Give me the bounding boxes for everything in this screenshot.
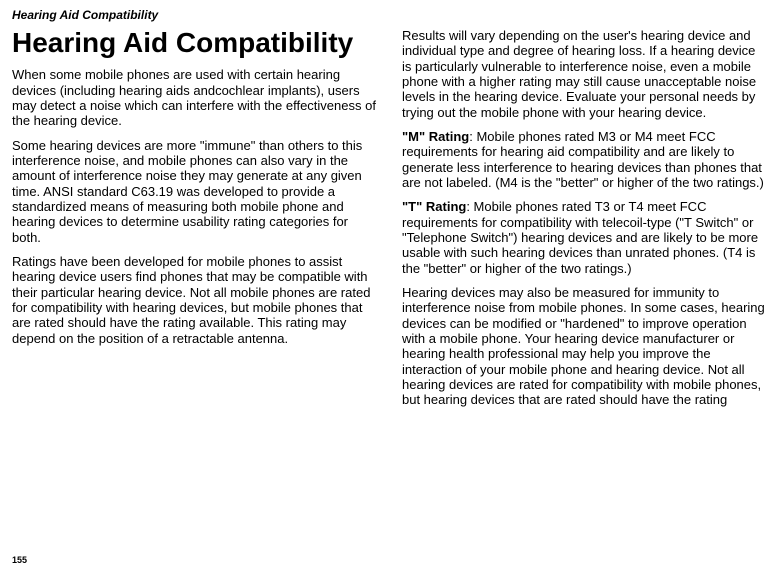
body-paragraph: Ratings have been developed for mobile p… [12,254,378,346]
body-paragraph: "M" Rating: Mobile phones rated M3 or M4… [402,129,768,190]
document-page: Hearing Aid Compatibility Hearing Aid Co… [0,0,784,573]
body-paragraph: When some mobile phones are used with ce… [12,67,378,128]
left-column: Hearing Aid Compatibility When some mobi… [12,28,378,408]
body-paragraph: "T" Rating: Mobile phones rated T3 or T4… [402,199,768,276]
page-title: Hearing Aid Compatibility [12,28,378,57]
running-head: Hearing Aid Compatibility [12,8,768,22]
body-paragraph: Results will vary depending on the user'… [402,28,768,120]
rating-label-t: "T" Rating [402,199,466,214]
page-number: 155 [12,555,27,565]
body-paragraph: Some hearing devices are more "immune" t… [12,138,378,245]
rating-label-m: "M" Rating [402,129,469,144]
column-container: Hearing Aid Compatibility When some mobi… [12,28,768,408]
right-column: Results will vary depending on the user'… [402,28,768,408]
body-paragraph: Hearing devices may also be measured for… [402,285,768,408]
